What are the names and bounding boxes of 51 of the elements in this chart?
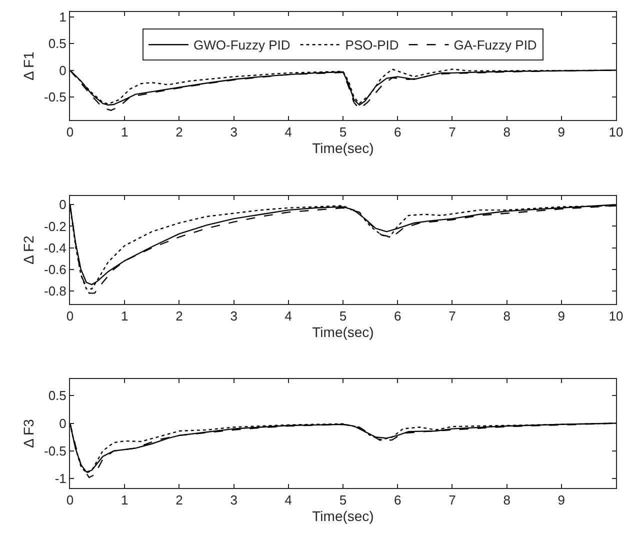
y-tick-label: -0.5 [44,443,66,458]
y-tick-label: -0.5 [44,90,66,105]
x-tick-label: 3 [230,492,238,508]
y-tick-label: 0.5 [48,36,66,52]
y-axis-title: Δ F1 [20,51,37,80]
y-tick-label: 0.5 [48,388,66,404]
x-tick-label: 1 [120,124,128,140]
x-tick-label: 5 [339,124,347,140]
x-tick-label: 2 [176,308,183,324]
x-tick-label: 1 [120,492,128,508]
x-tick-label: 4 [284,124,292,140]
x-tick-label: 8 [503,308,510,324]
x-tick-label: 9 [558,308,566,324]
x-tick-label: 2 [176,124,183,140]
x-tick-label: 6 [394,124,402,140]
y-tick-label: 1 [59,9,66,24]
y-tick-label: -1 [54,471,66,486]
x-axis-title: Time(sec) [312,508,374,524]
y-tick-label: 0 [59,197,66,212]
x-tick-label: 6 [394,308,402,324]
y-tick-label: 0 [59,416,66,431]
x-tick-label: 7 [448,124,456,140]
legend-label: GA-Fuzzy PID [454,38,537,53]
x-tick-label: 7 [448,492,456,508]
x-tick-label: 3 [230,308,238,324]
x-tick-label: 8 [503,492,510,508]
y-tick-label: -0.8 [44,284,66,299]
y-axis-title: Δ F3 [20,418,37,448]
x-tick-label: 1 [120,308,128,324]
x-tick-label: 9 [558,124,566,140]
x-tick-label: 8 [503,124,510,140]
x-axis-title: Time(sec) [312,140,374,156]
x-tick-label: 10 [608,308,624,324]
x-tick-label: 3 [230,124,238,140]
x-tick-label: 9 [558,492,566,508]
x-tick-label: 7 [448,308,456,324]
y-axis-title: Δ F2 [20,235,37,264]
x-tick-label: 10 [608,124,624,140]
legend-label: GWO-Fuzzy PID [194,38,290,53]
x-axis-title: Time(sec) [312,324,374,340]
x-tick-label: 5 [339,308,347,324]
x-tick-label: 2 [176,492,183,508]
y-tick-label: -0.4 [44,240,66,256]
y-tick-label: -0.6 [44,262,66,277]
x-tick-label: 6 [394,492,402,508]
x-tick-label: 5 [339,492,347,508]
legend-label: PSO-PID [345,38,399,53]
y-tick-label: -0.2 [44,218,66,234]
y-tick-label: 0 [59,62,66,78]
x-tick-label: 4 [284,492,292,508]
x-tick-label: 4 [284,308,292,324]
